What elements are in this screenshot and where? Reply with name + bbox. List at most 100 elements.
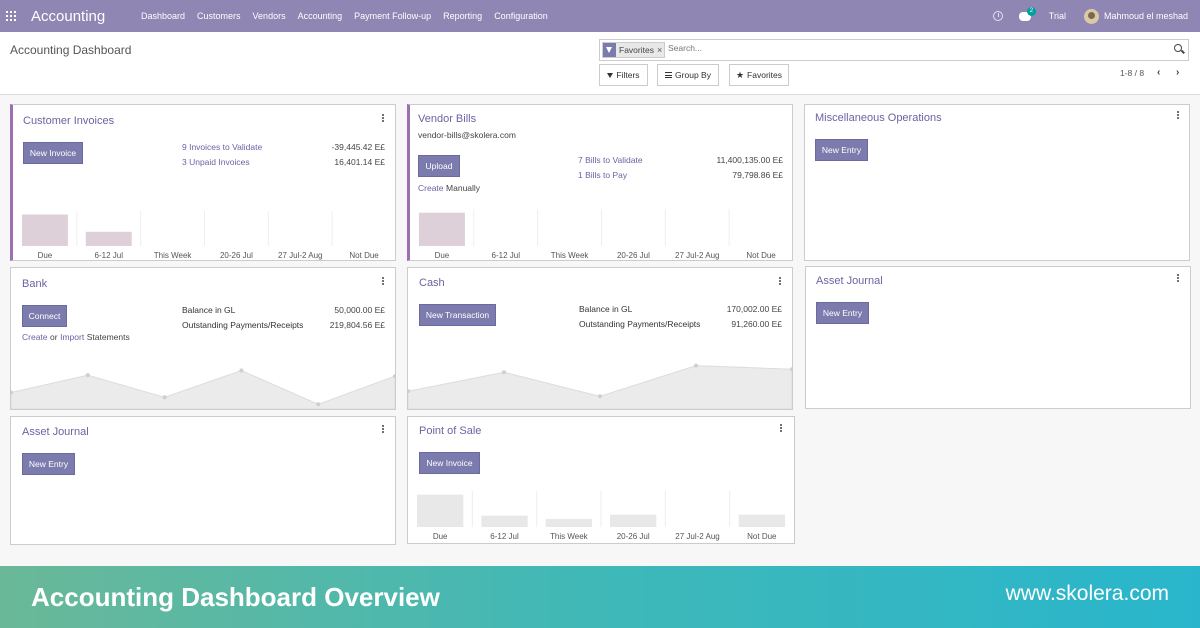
new-entry-button[interactable]: New Entry — [815, 139, 868, 161]
unpaid-invoices-link[interactable]: 3 Unpaid Invoices — [182, 157, 250, 167]
graph-tick-label: Due — [433, 532, 448, 541]
close-icon[interactable]: × — [656, 45, 663, 55]
favorites-button[interactable]: ★ Favorites — [729, 64, 789, 86]
pos-bar-graph[interactable]: Due 6-12 Jul This Week 20-26 Jul 27 Jul-2 Au… — [408, 487, 794, 543]
kebab-menu-icon[interactable] — [382, 425, 385, 434]
graph-point — [408, 389, 410, 394]
chevron-left-icon[interactable]: ‹ — [1157, 67, 1161, 78]
connect-button[interactable]: Connect — [22, 305, 67, 327]
user-name[interactable]: Mahmoud el meshad — [1103, 11, 1188, 21]
kebab-menu-icon[interactable] — [382, 277, 385, 286]
menu-configuration[interactable]: Configuration — [494, 11, 548, 21]
menu-payment-follow-up[interactable]: Payment Follow-up — [354, 11, 432, 21]
trial-label[interactable]: Trial — [1048, 11, 1066, 21]
filter-icon — [607, 72, 614, 78]
kebab-menu-icon[interactable] — [1177, 111, 1180, 120]
menu-vendors[interactable]: Vendors — [252, 11, 286, 21]
graph-point — [316, 402, 321, 407]
invoices-bar-graph[interactable]: Due 6-12 Jul This Week 20-26 Jul 27 Jul-2 Au… — [13, 207, 395, 260]
card-cash[interactable]: Cash New Transaction Balance in GL 170,0… — [407, 267, 793, 410]
card-title[interactable]: Asset Journal — [22, 426, 89, 438]
search-box[interactable]: Favorites × — [599, 39, 1189, 61]
graph-tick-label: 6-12 Jul — [492, 251, 521, 260]
new-transaction-button[interactable]: New Transaction — [419, 304, 496, 326]
card-point-of-sale[interactable]: Point of Sale New Invoice Due 6-12 Jul Thi… — [407, 416, 795, 544]
graph-tick-label: 20-26 Jul — [220, 251, 253, 260]
menu-dashboard[interactable]: Dashboard — [141, 11, 186, 21]
new-entry-button[interactable]: New Entry — [816, 302, 869, 324]
card-title[interactable]: Cash — [419, 277, 445, 289]
graph-point — [598, 394, 602, 399]
card-asset-journal[interactable]: Asset Journal New Entry — [805, 266, 1191, 409]
graph-tick-label: This Week — [154, 251, 193, 260]
card-title[interactable]: Bank — [22, 278, 48, 290]
unpaid-invoices-value: 16,401.14 E£ — [334, 157, 385, 167]
kebab-menu-icon[interactable] — [779, 277, 782, 286]
banner-url: www.skolera.com — [1005, 582, 1169, 605]
kebab-menu-icon[interactable] — [1177, 274, 1180, 283]
graph-tick-label: 27 Jul-2 Aug — [278, 251, 322, 260]
bills-bar-graph[interactable]: Due 6-12 Jul This Week 20-26 Jul 27 Jul-2 Au… — [410, 205, 792, 260]
card-title[interactable]: Miscellaneous Operations — [815, 112, 942, 124]
new-invoice-button[interactable]: New Invoice — [23, 142, 83, 164]
menu-reporting[interactable]: Reporting — [443, 11, 483, 21]
card-title[interactable]: Customer Invoices — [23, 115, 115, 127]
import-link[interactable]: Import — [60, 332, 85, 342]
upload-button[interactable]: Upload — [418, 155, 460, 177]
footer-banner: Accounting Dashboard Overview www.skoler… — [0, 566, 1200, 628]
graph-tick-label: 27 Jul-2 Aug — [675, 251, 719, 260]
new-entry-button[interactable]: New Entry — [22, 453, 75, 475]
invoices-to-validate-link[interactable]: 9 Invoices to Validate — [182, 142, 263, 152]
filters-label: Filters — [616, 70, 640, 80]
search-icon[interactable] — [1174, 44, 1182, 52]
bars-icon — [665, 72, 673, 78]
graph-tick-label: Not Due — [746, 251, 776, 260]
outstanding-payments-label: Outstanding Payments/Receipts — [182, 320, 304, 330]
filters-button[interactable]: Filters — [599, 64, 648, 86]
bank-line-graph[interactable] — [11, 356, 395, 409]
app-brand[interactable]: Accounting — [31, 8, 106, 25]
manually-text: Manually — [446, 183, 481, 193]
chevron-right-icon[interactable]: › — [1176, 67, 1180, 78]
card-asset-journal[interactable]: Asset Journal New Entry — [10, 416, 396, 545]
card-title[interactable]: Vendor Bills — [418, 113, 477, 125]
card-customer-invoices[interactable]: Customer Invoices New Invoice 9 Invoices… — [10, 104, 396, 261]
top-navbar: Accounting Dashboard Customers Vendors A… — [0, 0, 1200, 32]
create-link[interactable]: Create — [418, 183, 444, 193]
group-by-button[interactable]: Group By — [657, 64, 719, 86]
card-title[interactable]: Asset Journal — [816, 275, 883, 287]
clock-icon[interactable] — [992, 11, 1003, 21]
kebab-menu-icon[interactable] — [780, 424, 783, 433]
divider — [0, 94, 1200, 95]
card-miscellaneous-operations[interactable]: Miscellaneous Operations New Entry — [804, 104, 1190, 261]
card-vendor-bills[interactable]: Vendor Bills vendor-bills@skolera.com Up… — [407, 104, 793, 261]
avatar[interactable] — [1083, 8, 1099, 24]
bills-to-pay-value: 79,798.86 E£ — [732, 170, 783, 180]
new-invoice-button[interactable]: New Invoice — [419, 452, 480, 474]
graph-point — [694, 363, 698, 368]
balance-in-gl-label: Balance in GL — [579, 304, 633, 314]
graph-tick-label: Due — [435, 251, 450, 260]
graph-tick-label: 27 Jul-2 Aug — [675, 532, 719, 541]
card-title[interactable]: Point of Sale — [419, 425, 482, 437]
pager-value[interactable]: 1-8 / 8 — [1120, 68, 1145, 78]
card-bank[interactable]: Bank Connect Create or Import Statements… — [10, 267, 396, 410]
kebab-menu-icon[interactable] — [382, 114, 385, 123]
facet-label: Favorites — [619, 45, 654, 55]
graph-tick-label: Not Due — [349, 251, 379, 260]
cash-line-graph[interactable] — [408, 352, 792, 409]
bills-to-pay-link[interactable]: 1 Bills to Pay — [578, 170, 628, 180]
apps-icon[interactable] — [6, 11, 16, 21]
chat-icon[interactable]: 2 — [1018, 6, 1037, 21]
statements-text: Statements — [86, 332, 130, 342]
graph-point — [85, 373, 90, 378]
graph-tick-label: This Week — [550, 532, 589, 541]
outstanding-payments-value: 219,804.56 E£ — [329, 320, 385, 330]
menu-accounting[interactable]: Accounting — [297, 11, 343, 21]
search-input[interactable] — [668, 43, 1158, 53]
group-by-label: Group By — [675, 70, 711, 80]
create-link[interactable]: Create — [22, 332, 48, 342]
bills-to-validate-link[interactable]: 7 Bills to Validate — [578, 155, 643, 165]
menu-customers[interactable]: Customers — [197, 11, 241, 21]
graph-bar — [85, 231, 132, 246]
